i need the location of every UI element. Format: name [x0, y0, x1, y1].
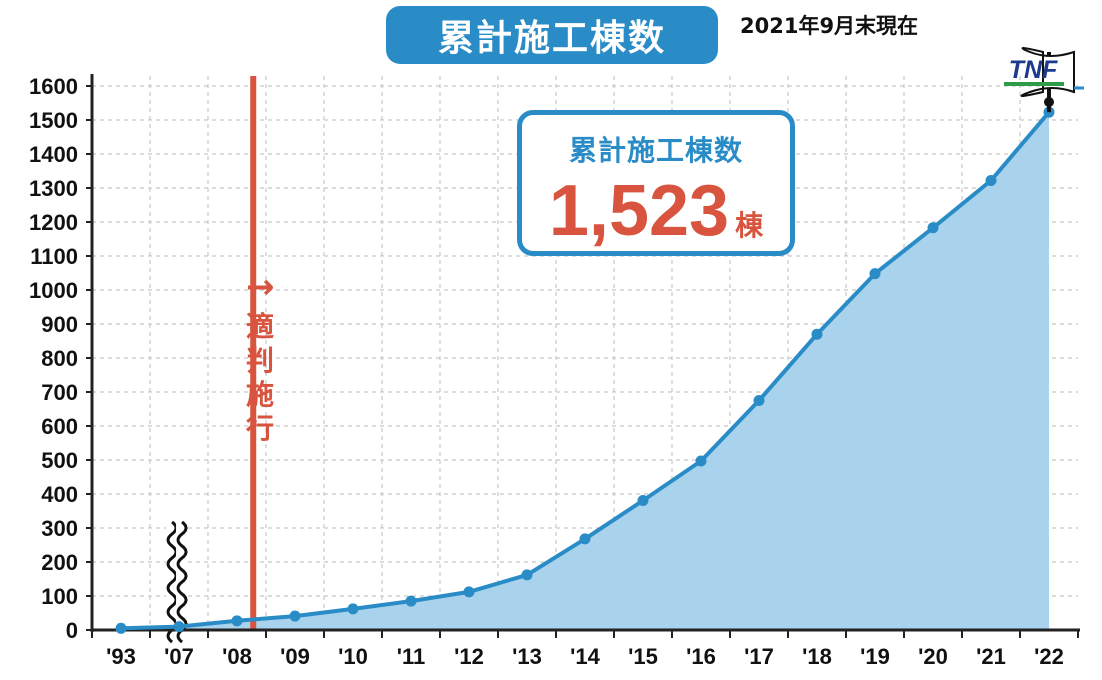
x-tick-label: '20	[918, 644, 948, 669]
y-tick-label: 500	[41, 448, 78, 473]
data-point	[695, 455, 707, 467]
y-tick-label: 900	[41, 312, 78, 337]
y-tick-label: 600	[41, 414, 78, 439]
data-point	[985, 175, 997, 187]
x-tick-label: '93	[106, 644, 136, 669]
flag-icon	[1004, 47, 1084, 113]
x-tick-label: '16	[686, 644, 716, 669]
data-point	[579, 533, 591, 545]
flag-stripe	[1004, 82, 1064, 86]
x-tick-label: '13	[512, 644, 542, 669]
axis-break-squiggle	[166, 520, 178, 644]
chart-title-text: 累計施工棟数	[437, 18, 666, 59]
x-tick-label: '08	[222, 644, 252, 669]
data-point	[347, 603, 359, 615]
data-points	[115, 106, 1055, 634]
x-tick-label: '19	[860, 644, 890, 669]
callout-unit: 棟	[735, 209, 764, 242]
callout-value: 1,523	[548, 171, 730, 251]
data-point	[173, 621, 185, 633]
y-tick-label: 1400	[29, 142, 78, 167]
x-tick-label: '18	[802, 644, 832, 669]
data-point	[231, 615, 243, 627]
x-tick-label: '09	[280, 644, 310, 669]
data-point	[463, 586, 475, 598]
x-tick-label: '07	[164, 644, 194, 669]
y-tick-label: 1600	[29, 74, 78, 99]
data-point	[811, 328, 823, 340]
chart-title: 累計施工棟数	[386, 6, 718, 64]
y-tick-label: 1300	[29, 176, 78, 201]
x-tick-label: '21	[976, 644, 1006, 669]
flag-knob	[1044, 97, 1054, 107]
y-tick-label: 1100	[30, 244, 78, 269]
axis-break-mark	[166, 520, 189, 644]
axis-break-squiggle	[176, 520, 188, 644]
event-label: 適判施行	[246, 310, 275, 445]
data-point	[637, 494, 649, 506]
x-tick-label: '17	[744, 644, 774, 669]
data-point	[927, 222, 939, 234]
data-point	[289, 610, 301, 622]
x-tick-label: '12	[454, 644, 484, 669]
x-tick-label: '15	[628, 644, 658, 669]
tick-labels: 0 100 200 300 400 500 600 700 800 900 1000 1100 1200…	[29, 74, 1064, 669]
y-tick-label: 700	[41, 380, 78, 405]
event-annotation: → 適判施行	[246, 270, 276, 446]
y-tick-label: 0	[66, 618, 78, 643]
data-point	[869, 268, 881, 280]
x-tick-label: '10	[338, 644, 368, 669]
y-tick-label: 1200	[29, 210, 78, 235]
area-fill	[121, 112, 1049, 630]
brand-logo: TNF	[1008, 56, 1058, 84]
y-tick-label: 1500	[29, 108, 78, 133]
x-tick-label: '22	[1034, 644, 1064, 669]
right-arrow-icon: →	[246, 267, 275, 307]
y-tick-label: 400	[41, 482, 78, 507]
data-point	[753, 395, 765, 406]
x-tick-label: '11	[397, 644, 426, 669]
total-callout: 累計施工棟数 1,523 棟	[517, 110, 795, 256]
x-tick-label: '14	[570, 644, 600, 669]
data-point	[405, 595, 417, 607]
y-tick-label: 100	[41, 584, 78, 609]
y-tick-label: 800	[41, 346, 78, 371]
data-point	[521, 569, 533, 581]
y-tick-label: 200	[41, 550, 78, 575]
data-point	[115, 622, 127, 634]
y-tick-label: 1000	[29, 278, 78, 303]
as-of-date: 2021年9月末現在	[740, 14, 919, 38]
axis-ticks	[86, 85, 1079, 638]
callout-label: 累計施工棟数	[568, 134, 743, 167]
y-tick-label: 300	[41, 516, 78, 541]
